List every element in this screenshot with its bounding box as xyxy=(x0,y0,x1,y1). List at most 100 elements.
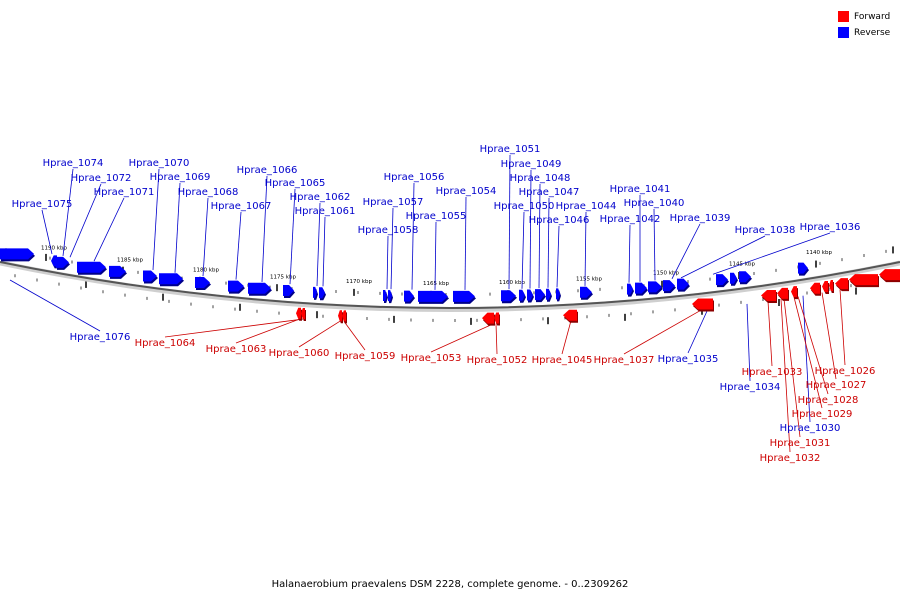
forward-gene-arrow[interactable] xyxy=(879,269,900,281)
gene-label[interactable]: Hprae_1057 xyxy=(363,197,424,208)
gene-label[interactable]: Hprae_1064 xyxy=(135,338,196,349)
forward-gene-arrow[interactable] xyxy=(791,286,797,298)
gene-label[interactable]: Hprae_1068 xyxy=(178,187,239,198)
gene-label[interactable]: Hprae_1027 xyxy=(806,380,867,391)
gene-label[interactable]: Hprae_1044 xyxy=(556,201,617,212)
gene-label[interactable]: Hprae_1048 xyxy=(510,173,571,184)
reverse-gene-arrow[interactable] xyxy=(739,271,751,283)
forward-gene-arrow[interactable] xyxy=(849,274,878,286)
gene-label[interactable]: Hprae_1034 xyxy=(720,382,781,393)
reverse-gene-arrow[interactable] xyxy=(798,262,808,274)
forward-gene-arrow[interactable] xyxy=(777,287,788,299)
reverse-gene-arrow[interactable] xyxy=(388,290,392,302)
forward-gene-arrow[interactable] xyxy=(482,312,494,324)
reverse-gene-arrow[interactable] xyxy=(519,289,525,301)
reverse-gene-arrow[interactable] xyxy=(580,286,592,298)
gene-label[interactable]: Hprae_1075 xyxy=(12,199,73,210)
reverse-gene-arrow[interactable] xyxy=(109,265,126,277)
gene-label[interactable]: Hprae_1069 xyxy=(150,172,211,183)
gene-label[interactable]: Hprae_1056 xyxy=(384,172,445,183)
forward-gene-arrow[interactable] xyxy=(822,281,828,293)
gene-label[interactable]: Hprae_1072 xyxy=(71,173,132,184)
gene-label[interactable]: Hprae_1031 xyxy=(770,438,831,449)
gene-label[interactable]: Hprae_1070 xyxy=(129,158,190,169)
reverse-gene-arrow[interactable] xyxy=(248,282,271,294)
gene-label[interactable]: Hprae_1067 xyxy=(211,201,272,212)
forward-gene-arrow[interactable] xyxy=(761,289,776,301)
reverse-gene-arrow[interactable] xyxy=(535,289,545,301)
reverse-gene-arrow[interactable] xyxy=(195,277,210,289)
gene-label[interactable]: Hprae_1046 xyxy=(529,215,590,226)
reverse-gene-arrow[interactable] xyxy=(143,270,157,282)
gene-label[interactable]: Hprae_1041 xyxy=(610,184,671,195)
gene-label[interactable]: Hprae_1028 xyxy=(798,395,859,406)
gene-label[interactable]: Hprae_1076 xyxy=(70,332,131,343)
reverse-gene-arrow[interactable] xyxy=(418,290,448,302)
forward-gene-arrow[interactable] xyxy=(296,307,301,319)
forward-gene-arrow[interactable] xyxy=(494,312,499,324)
gene-label[interactable]: Hprae_1066 xyxy=(237,165,298,176)
gene-label[interactable]: Hprae_1062 xyxy=(290,192,351,203)
gene-label[interactable]: Hprae_1035 xyxy=(658,354,719,365)
forward-gene-arrow[interactable] xyxy=(692,298,713,310)
forward-gene-arrow[interactable] xyxy=(829,280,833,292)
gene-label[interactable]: Hprae_1074 xyxy=(43,158,104,169)
gene-label[interactable]: Hprae_1026 xyxy=(815,366,876,377)
gene-label[interactable]: Hprae_1030 xyxy=(780,423,841,434)
gene-label[interactable]: Hprae_1060 xyxy=(269,348,330,359)
reverse-gene-arrow[interactable] xyxy=(228,280,244,292)
gene-label[interactable]: Hprae_1061 xyxy=(295,206,356,217)
gene-label[interactable]: Hprae_1065 xyxy=(265,178,326,189)
gene-label[interactable]: Hprae_1063 xyxy=(206,344,267,355)
reverse-gene-arrow[interactable] xyxy=(51,255,57,267)
gene-label[interactable]: Hprae_1040 xyxy=(624,198,685,209)
gene-label[interactable]: Hprae_1032 xyxy=(760,453,821,464)
gene-label[interactable]: Hprae_1049 xyxy=(501,159,562,170)
reverse-gene-arrow[interactable] xyxy=(527,289,533,301)
forward-gene-arrow[interactable] xyxy=(342,310,346,322)
gene-label[interactable]: Hprae_1037 xyxy=(594,355,655,366)
gene-label[interactable]: Hprae_1050 xyxy=(494,201,555,212)
gene-label[interactable]: Hprae_1053 xyxy=(401,353,462,364)
gene-label[interactable]: Hprae_1036 xyxy=(800,222,861,233)
gene-label[interactable]: Hprae_1045 xyxy=(532,355,593,366)
forward-gene-arrow[interactable] xyxy=(563,309,577,321)
gene-label[interactable]: Hprae_1054 xyxy=(436,186,497,197)
reverse-gene-arrow[interactable] xyxy=(56,256,69,268)
gene-label[interactable]: Hprae_1058 xyxy=(358,225,419,236)
gene-label[interactable]: Hprae_1033 xyxy=(742,367,803,378)
reverse-gene-arrow[interactable] xyxy=(730,272,737,284)
gene-label[interactable]: Hprae_1055 xyxy=(406,211,467,222)
gene-label[interactable]: Hprae_1039 xyxy=(670,213,731,224)
forward-gene-arrow[interactable] xyxy=(338,310,342,322)
reverse-gene-arrow[interactable] xyxy=(546,288,551,300)
gene-label[interactable]: Hprae_1052 xyxy=(467,355,528,366)
reverse-gene-arrow[interactable] xyxy=(716,274,728,286)
reverse-gene-arrow[interactable] xyxy=(635,282,647,294)
gene-label[interactable]: Hprae_1047 xyxy=(519,187,580,198)
reverse-gene-arrow[interactable] xyxy=(627,283,633,295)
gene-label[interactable]: Hprae_1042 xyxy=(600,214,661,225)
reverse-gene-arrow[interactable] xyxy=(283,285,294,297)
reverse-gene-arrow[interactable] xyxy=(0,248,34,260)
reverse-gene-arrow[interactable] xyxy=(159,273,183,285)
forward-gene-arrow[interactable] xyxy=(835,278,848,290)
reverse-gene-arrow[interactable] xyxy=(313,286,317,298)
reverse-gene-arrow[interactable] xyxy=(556,288,560,300)
gene-label[interactable]: Hprae_1038 xyxy=(735,225,796,236)
reverse-gene-arrow[interactable] xyxy=(383,290,387,302)
reverse-gene-arrow[interactable] xyxy=(453,290,475,302)
gene-label[interactable]: Hprae_1071 xyxy=(94,187,155,198)
reverse-gene-arrow[interactable] xyxy=(501,290,516,302)
reverse-gene-arrow[interactable] xyxy=(648,281,662,293)
reverse-gene-arrow[interactable] xyxy=(677,278,689,290)
reverse-gene-arrow[interactable] xyxy=(663,280,675,292)
forward-gene-arrow[interactable] xyxy=(810,282,820,294)
reverse-gene-arrow[interactable] xyxy=(404,290,414,302)
forward-gene-arrow[interactable] xyxy=(301,308,305,320)
gene-label[interactable]: Hprae_1059 xyxy=(335,351,396,362)
reverse-gene-arrow[interactable] xyxy=(319,287,325,299)
gene-label[interactable]: Hprae_1029 xyxy=(792,409,853,420)
gene-label[interactable]: Hprae_1051 xyxy=(480,144,541,155)
reverse-gene-arrow[interactable] xyxy=(77,261,106,273)
